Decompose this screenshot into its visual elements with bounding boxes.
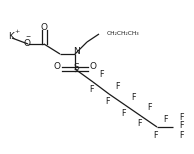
Text: F: F xyxy=(179,130,183,140)
Text: F: F xyxy=(180,122,184,130)
Text: −: − xyxy=(25,34,31,38)
Text: F: F xyxy=(163,115,167,124)
Text: F: F xyxy=(105,97,109,107)
Text: F: F xyxy=(153,132,157,140)
Text: K: K xyxy=(8,32,14,41)
Text: O: O xyxy=(23,38,30,47)
Text: F: F xyxy=(115,81,119,91)
Text: F: F xyxy=(121,109,125,118)
Text: F: F xyxy=(89,85,93,95)
Text: F: F xyxy=(147,103,151,113)
Text: N: N xyxy=(73,47,79,55)
Text: F: F xyxy=(179,113,183,122)
Text: CH₂CH₂CH₃: CH₂CH₂CH₃ xyxy=(107,30,140,36)
Text: F: F xyxy=(137,120,141,128)
Text: +: + xyxy=(14,28,20,34)
Text: S: S xyxy=(73,63,79,71)
Text: O: O xyxy=(89,61,96,71)
Text: F: F xyxy=(131,93,135,101)
Text: O: O xyxy=(41,22,48,32)
Text: F: F xyxy=(99,69,103,79)
Text: O: O xyxy=(54,61,61,71)
